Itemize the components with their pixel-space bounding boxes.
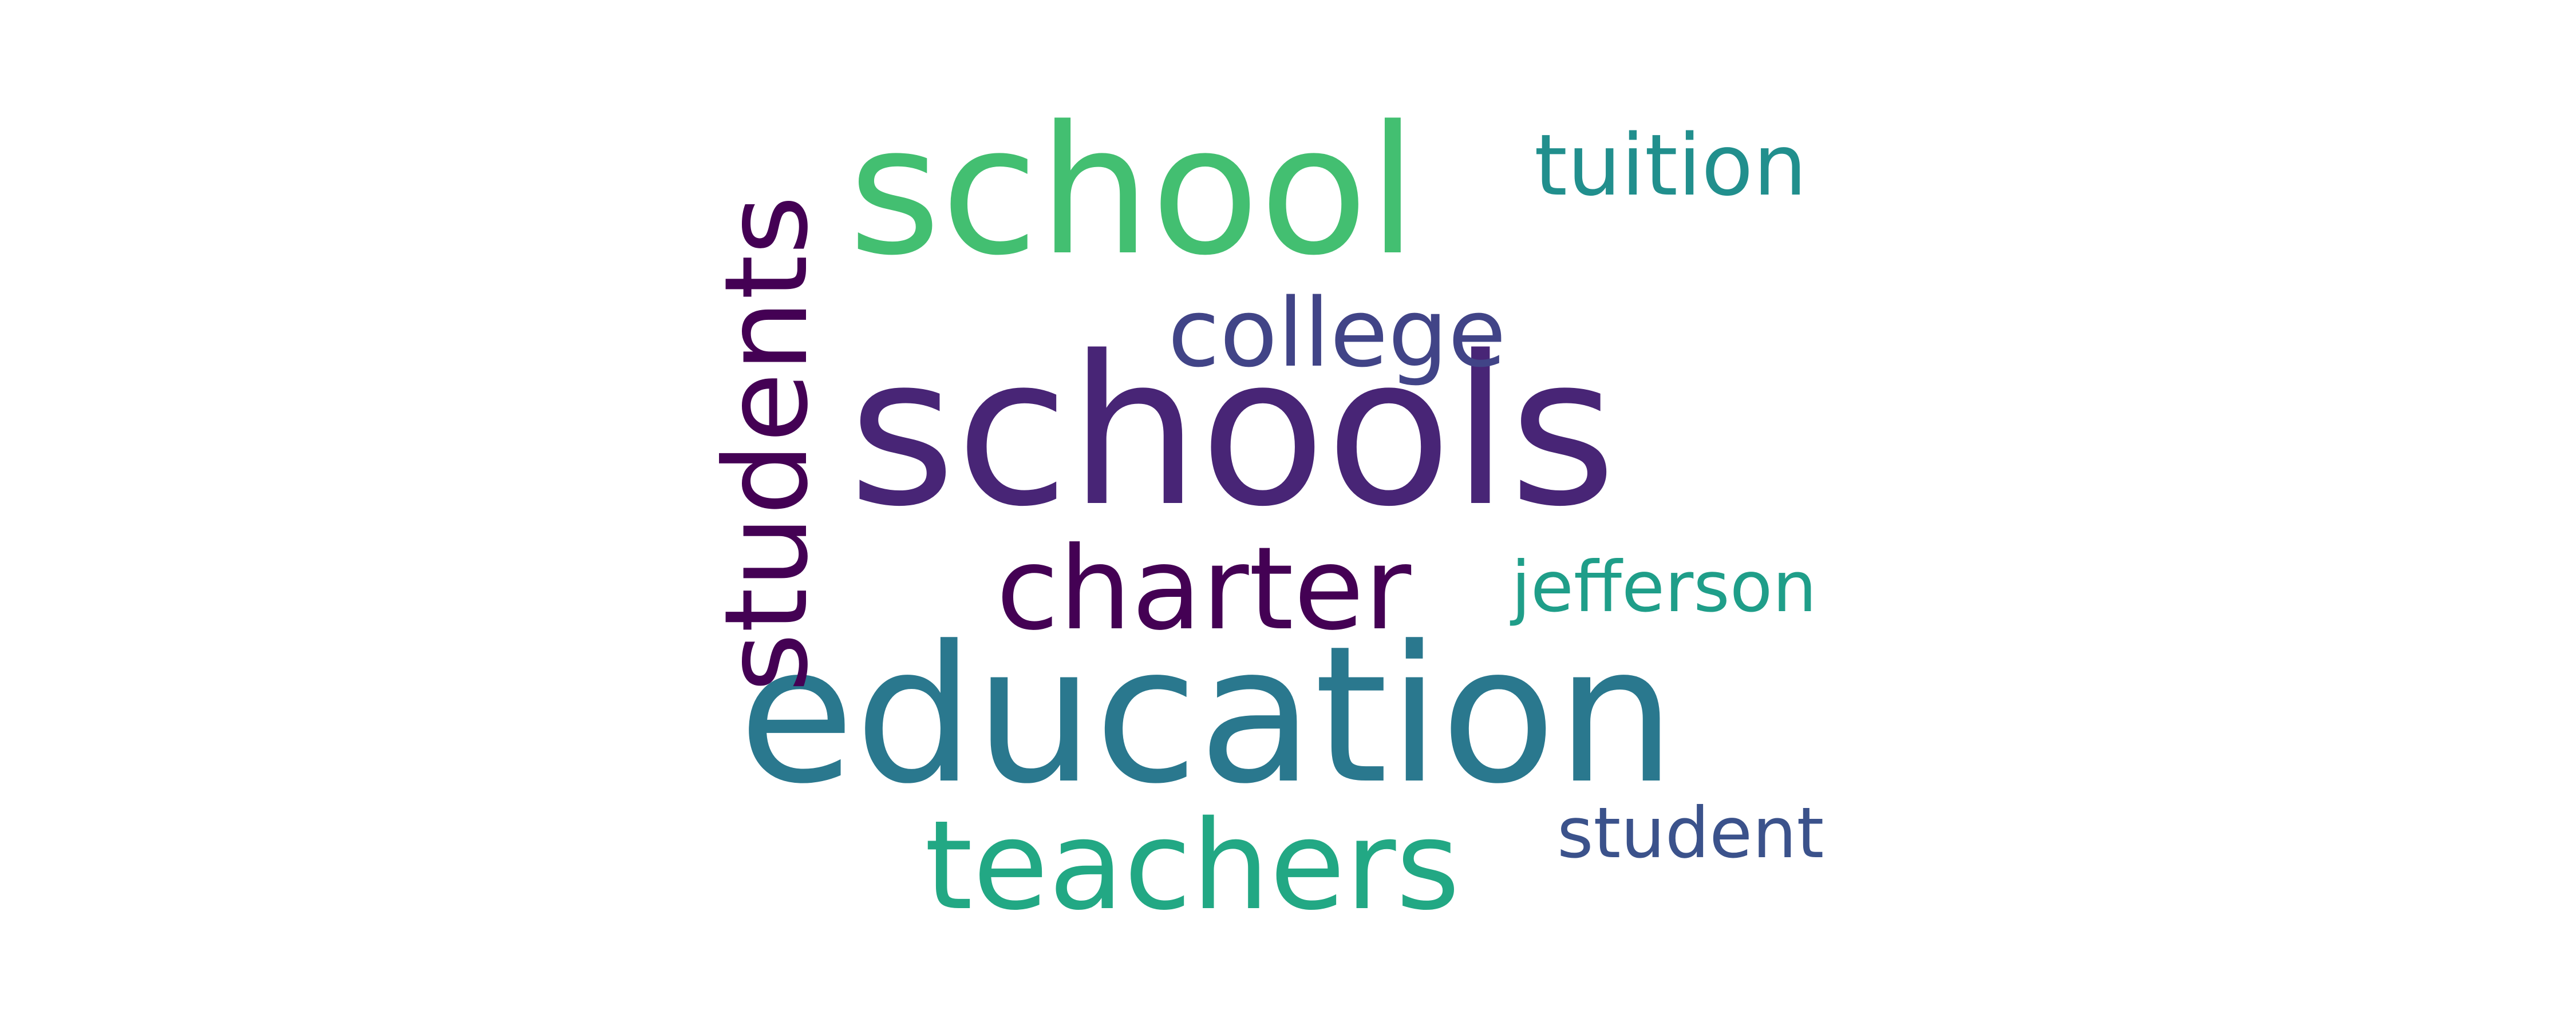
word-charter: charter [996,522,1412,656]
word-teachers: teachers [924,794,1460,937]
word-jefferson: jefferson [1511,546,1817,628]
word-schools: schools [848,312,1617,552]
word-education: education [738,605,1676,825]
word-college: college [1168,278,1507,388]
word-tuition: tuition [1534,116,1807,215]
word-school: school [848,88,1417,295]
word-student: student [1557,793,1824,874]
word-students: students [700,195,833,692]
